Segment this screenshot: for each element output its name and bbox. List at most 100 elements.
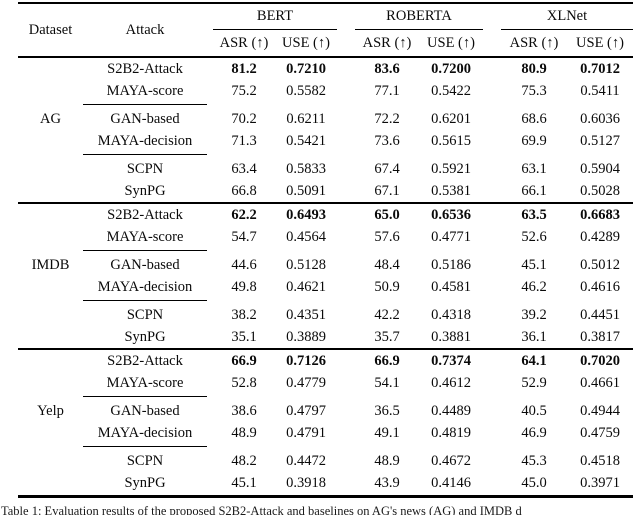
value-cell: 64.1	[521, 352, 547, 369]
table-caption: Table 1: Evaluation results of the propo…	[1, 504, 522, 515]
block-separator-rule	[18, 348, 633, 350]
table-row: MAYA-score 75.2 0.5582 77.1 0.5422 75.3 …	[18, 80, 633, 102]
header-xlnet-asr: ASR (↑)	[509, 34, 559, 51]
header-roberta-use: USE (↑)	[427, 34, 475, 51]
attack-group-separator	[18, 102, 633, 108]
value-cell: 40.5	[521, 402, 547, 419]
dataset-label: Yelp	[37, 402, 64, 419]
value-cell: 0.4944	[580, 402, 620, 419]
value-cell: 0.4791	[286, 424, 326, 441]
table-row: SCPN 38.2 0.4351 42.2 0.4318 39.2 0.4451	[18, 304, 633, 326]
value-cell: 36.5	[374, 402, 400, 419]
header-attack: Attack	[125, 21, 165, 38]
value-cell: 45.3	[521, 452, 547, 469]
value-cell: 42.2	[374, 306, 400, 323]
value-cell: 0.5582	[286, 82, 326, 99]
value-cell: 48.4	[374, 256, 400, 273]
value-cell: 70.2	[231, 110, 257, 127]
value-cell: 0.4518	[580, 452, 620, 469]
value-cell: 0.5833	[286, 160, 326, 177]
value-cell: 63.5	[521, 206, 547, 223]
table-row: GAN-based 70.2 0.6211 72.2 0.6201 68.6 0…	[18, 108, 633, 130]
value-cell: 0.5128	[286, 256, 326, 273]
value-cell: 0.6201	[431, 110, 471, 127]
value-cell: 45.1	[231, 474, 257, 491]
attack-name: MAYA-score	[106, 82, 184, 99]
attack-group-separator	[18, 394, 633, 400]
value-cell: 0.7126	[286, 352, 326, 369]
table-row: MAYA-score 54.7 0.4564 57.6 0.4771 52.6 …	[18, 226, 633, 248]
attack-name: GAN-based	[110, 256, 180, 273]
value-cell: 0.4318	[431, 306, 471, 323]
value-cell: 0.4759	[580, 424, 620, 441]
table-row: SynPG 45.1 0.3918 43.9 0.4146 45.0 0.397…	[18, 472, 633, 494]
value-cell: 0.5921	[431, 160, 471, 177]
value-cell: 0.3881	[431, 328, 471, 345]
value-cell: 0.5381	[431, 182, 471, 199]
value-cell: 72.2	[374, 110, 400, 127]
value-cell: 49.1	[374, 424, 400, 441]
value-cell: 66.9	[231, 352, 257, 369]
value-cell: 73.6	[374, 132, 400, 149]
value-cell: 0.4661	[580, 374, 620, 391]
table-row: MAYA-score 52.8 0.4779 54.1 0.4612 52.9 …	[18, 372, 633, 394]
value-cell: 49.8	[231, 278, 257, 295]
value-cell: 0.5422	[431, 82, 471, 99]
attack-name: MAYA-decision	[97, 132, 193, 149]
value-cell: 43.9	[374, 474, 400, 491]
value-cell: 0.3918	[286, 474, 326, 491]
attack-name: SynPG	[124, 328, 166, 345]
header-xlnet-use: USE (↑)	[576, 34, 624, 51]
header-model-roberta: ROBERTA	[355, 4, 483, 30]
value-cell: 68.6	[521, 110, 547, 127]
value-cell: 52.9	[521, 374, 547, 391]
value-cell: 0.3971	[580, 474, 620, 491]
attack-name: S2B2-Attack	[107, 60, 183, 77]
value-cell: 0.5012	[580, 256, 620, 273]
value-cell: 46.2	[521, 278, 547, 295]
value-cell: 0.5127	[580, 132, 620, 149]
value-cell: 0.4472	[286, 452, 326, 469]
attack-name: S2B2-Attack	[107, 352, 183, 369]
header-model-bert: BERT	[213, 4, 337, 30]
attack-group-separator	[18, 248, 633, 254]
value-cell: 77.1	[374, 82, 400, 99]
value-cell: 0.6493	[286, 206, 326, 223]
value-cell: 0.7210	[286, 60, 326, 77]
header-bert-use: USE (↑)	[282, 34, 330, 51]
value-cell: 0.5615	[431, 132, 471, 149]
dataset-block-ag: AG S2B2-Attack 81.2 0.7210 83.6 0.7200 8…	[18, 58, 633, 202]
attack-name: GAN-based	[110, 402, 180, 419]
table-row: S2B2-Attack 66.9 0.7126 66.9 0.7374 64.1…	[18, 350, 633, 372]
table-row: SynPG 66.8 0.5091 67.1 0.5381 66.1 0.502…	[18, 180, 633, 202]
table-row: GAN-based 38.6 0.4797 36.5 0.4489 40.5 0…	[18, 400, 633, 422]
attack-name: MAYA-decision	[97, 424, 193, 441]
value-cell: 66.9	[374, 352, 400, 369]
value-cell: 48.2	[231, 452, 257, 469]
value-cell: 67.1	[374, 182, 400, 199]
value-cell: 0.4289	[580, 228, 620, 245]
value-cell: 0.3817	[580, 328, 620, 345]
attack-name: SynPG	[124, 182, 166, 199]
value-cell: 0.4564	[286, 228, 326, 245]
value-cell: 0.5421	[286, 132, 326, 149]
value-cell: 52.6	[521, 228, 547, 245]
value-cell: 63.1	[521, 160, 547, 177]
value-cell: 35.1	[231, 328, 257, 345]
dataset-label: AG	[40, 110, 61, 127]
attack-name: MAYA-score	[106, 228, 184, 245]
value-cell: 44.6	[231, 256, 257, 273]
value-cell: 69.9	[521, 132, 547, 149]
value-cell: 0.6683	[580, 206, 620, 223]
table-row: SynPG 35.1 0.3889 35.7 0.3881 36.1 0.381…	[18, 326, 633, 348]
table-header: Dataset Attack BERT ROBERTA XLNet ASR (↑…	[18, 4, 633, 56]
value-cell: 0.6536	[431, 206, 471, 223]
table-row: S2B2-Attack 81.2 0.7210 83.6 0.7200 80.9…	[18, 58, 633, 80]
value-cell: 0.4797	[286, 402, 326, 419]
table-top-rule	[18, 2, 633, 4]
value-cell: 38.2	[231, 306, 257, 323]
table-bottom-rule	[18, 494, 633, 498]
value-cell: 38.6	[231, 402, 257, 419]
value-cell: 35.7	[374, 328, 400, 345]
header-model-xlnet: XLNet	[501, 4, 633, 30]
